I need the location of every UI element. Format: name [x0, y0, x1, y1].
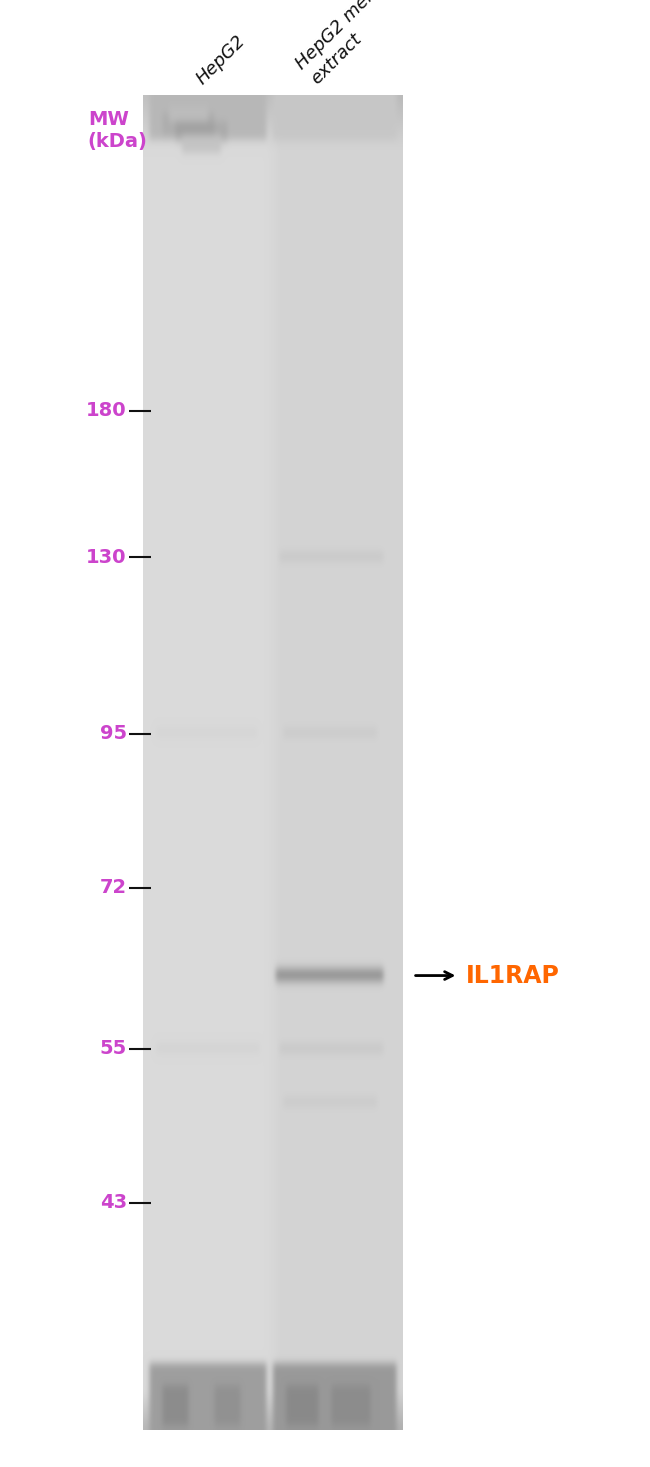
Text: 43: 43 [99, 1194, 127, 1212]
Text: 72: 72 [99, 879, 127, 896]
Text: 130: 130 [86, 549, 127, 566]
Text: 55: 55 [99, 1040, 127, 1058]
Text: 180: 180 [86, 402, 127, 420]
Text: HepG2 membrane
extract: HepG2 membrane extract [292, 0, 437, 88]
Text: 95: 95 [99, 725, 127, 742]
Text: HepG2: HepG2 [192, 32, 249, 88]
Text: IL1RAP: IL1RAP [466, 964, 560, 987]
Text: MW
(kDa): MW (kDa) [88, 110, 148, 151]
